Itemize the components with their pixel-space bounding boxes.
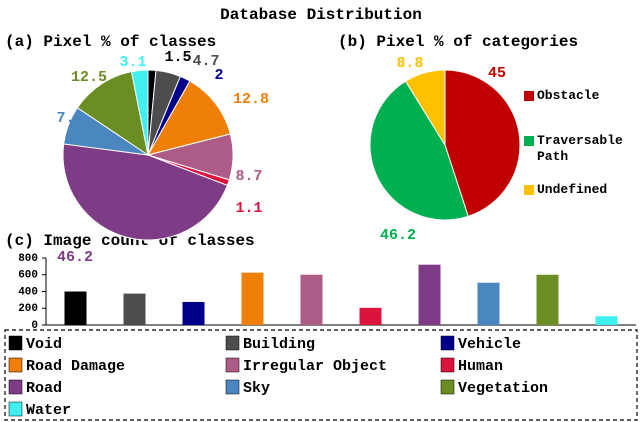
data-label: 8.8 [396, 55, 423, 72]
legend-label: Undefined [537, 182, 608, 197]
bar [359, 307, 382, 325]
data-label: 46.2 [380, 227, 416, 244]
bar [123, 293, 146, 325]
data-label: 12.8 [233, 91, 269, 108]
data-label: 1.5 [164, 49, 191, 66]
bar [477, 282, 500, 325]
data-label: 45 [488, 65, 506, 82]
data-label: 46.2 [57, 249, 93, 266]
legend-swatch [440, 335, 455, 351]
bar [64, 291, 87, 325]
pie-slice [130, 69, 149, 156]
bar [241, 272, 264, 325]
legend-item: Obstacle [537, 88, 600, 103]
legend-label: Void [26, 336, 62, 353]
legend-label: Water [26, 402, 71, 419]
y-tick-label: 0 [31, 320, 38, 332]
y-tick-label: 600 [18, 270, 38, 282]
legend-label: Traversable Path [537, 133, 623, 164]
legend-swatch [225, 357, 240, 373]
bar [300, 274, 323, 325]
legend-swatch [524, 136, 534, 146]
y-tick-label: 400 [18, 286, 38, 298]
legend-label: Irregular Object [243, 358, 387, 375]
data-label: 8.7 [235, 168, 262, 185]
bar [182, 301, 205, 325]
legend-label: Human [458, 358, 503, 375]
legend-swatch [524, 185, 534, 195]
pie-slice [146, 80, 231, 156]
legend-swatch [8, 335, 23, 351]
legend-swatch [225, 379, 240, 395]
legend-label: Sky [243, 380, 270, 397]
chart-title: (b) Pixel % of categories [338, 33, 578, 51]
legend-swatch [8, 401, 23, 417]
legend-swatch [440, 379, 455, 395]
y-tick-label: 800 [18, 253, 38, 265]
data-label: 2 [214, 67, 223, 84]
pie-slice [404, 69, 446, 147]
legend-swatch [8, 379, 23, 395]
data-label: 7.3 [56, 110, 83, 127]
chart-title: (c) Image count of classes [5, 232, 255, 250]
data-label: 12.5 [71, 69, 107, 86]
legend-swatch [225, 335, 240, 351]
bar [536, 274, 559, 325]
legend-swatch [524, 91, 534, 101]
data-label: 1.1 [235, 200, 262, 217]
legend-label: Vegetation [458, 380, 548, 397]
data-label: 3.1 [119, 54, 146, 71]
y-tick-label: 200 [18, 303, 38, 315]
data-label: 4.7 [192, 53, 219, 70]
legend-item: Undefined [537, 182, 608, 197]
legend-label: Vehicle [458, 336, 521, 353]
bar [418, 264, 441, 325]
pie-slice [369, 80, 469, 221]
legend-swatch [440, 357, 455, 373]
bar [595, 316, 618, 325]
chart-title: (a) Pixel % of classes [5, 33, 216, 51]
legend-swatch [8, 357, 23, 373]
legend-label: Obstacle [537, 88, 600, 103]
legend-label: Road [26, 380, 62, 397]
legend-label: Road Damage [26, 358, 125, 375]
pie-slice [62, 143, 229, 241]
pie-slice [444, 69, 521, 217]
figure-title: Database Distribution [220, 6, 422, 24]
pie-slice [76, 71, 149, 157]
legend-label: Building [243, 336, 315, 353]
legend-item: Traversable Path [537, 133, 623, 164]
legend-box [4, 329, 638, 421]
